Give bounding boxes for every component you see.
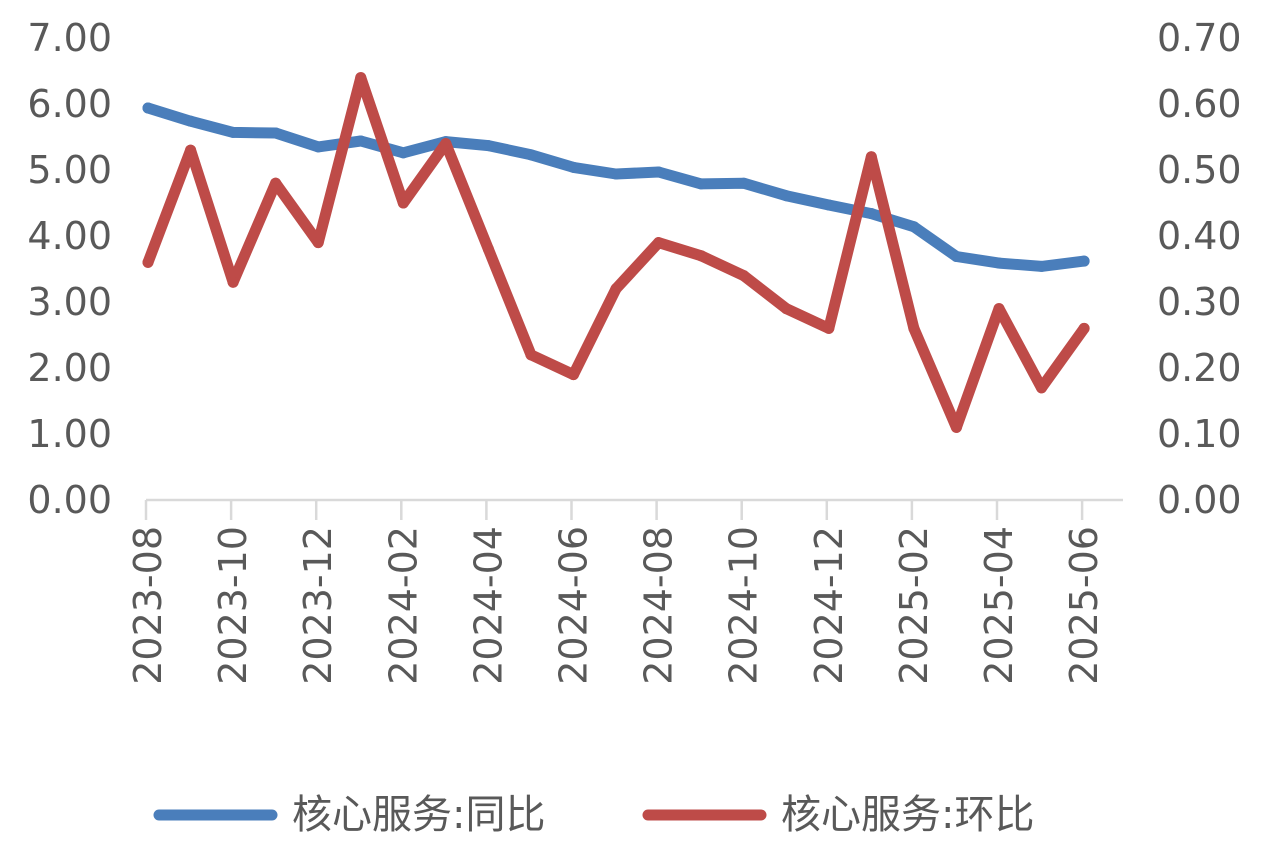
left-y-tick-label: 5.00 <box>27 148 112 192</box>
right-y-tick-label: 0.20 <box>1157 346 1242 390</box>
x-tick-label: 2023-08 <box>126 526 170 685</box>
data-point <box>653 237 665 249</box>
x-tick-label: 2024-04 <box>466 526 510 685</box>
x-tick-label: 2023-12 <box>296 526 340 685</box>
right-y-tick-label: 0.00 <box>1157 478 1242 522</box>
data-point <box>865 151 877 163</box>
data-point <box>1036 382 1048 394</box>
data-point <box>397 147 409 159</box>
left-y-tick-label: 1.00 <box>27 412 112 456</box>
x-tick-label: 2024-08 <box>637 526 681 685</box>
data-point <box>610 283 622 295</box>
data-point <box>227 276 239 288</box>
legend-label: 核心服务:环比 <box>781 792 1034 838</box>
data-point <box>185 115 197 127</box>
data-point <box>738 177 750 189</box>
left-y-tick-label: 3.00 <box>27 280 112 324</box>
left-y-tick-label: 4.00 <box>27 214 112 258</box>
data-point <box>865 208 877 220</box>
data-point <box>610 168 622 180</box>
data-point <box>823 322 835 334</box>
x-axis: 2023-08 2023-10 2023-12 2024-02 2024-04 2024-… <box>126 498 1123 685</box>
data-point <box>695 250 707 262</box>
data-point <box>312 237 324 249</box>
data-point <box>482 140 494 152</box>
right-y-tick-label: 0.30 <box>1157 280 1242 324</box>
data-point <box>738 270 750 282</box>
data-point <box>525 149 537 161</box>
data-point <box>142 102 154 114</box>
data-point <box>908 322 920 334</box>
right-y-tick-label: 0.40 <box>1157 214 1242 258</box>
data-point <box>270 127 282 139</box>
data-point <box>568 161 579 173</box>
data-point <box>950 250 962 262</box>
x-tick-label: 2024-02 <box>381 526 425 685</box>
data-point <box>270 177 282 189</box>
left-y-tick-label: 6.00 <box>27 82 112 126</box>
x-tick-label: 2025-04 <box>977 526 1021 685</box>
left-y-axis: 0.00 1.00 2.00 3.00 4.00 5.00 6.00 7.00 <box>27 16 112 522</box>
x-tick-label: 2025-06 <box>1062 526 1106 685</box>
data-point <box>525 349 537 361</box>
x-tick-label: 2024-06 <box>552 526 596 685</box>
right-y-axis: 0.00 0.10 0.20 0.30 0.40 0.50 0.60 0.70 <box>1157 16 1242 522</box>
data-point <box>227 126 239 138</box>
data-point <box>482 243 494 255</box>
data-point <box>312 141 324 153</box>
data-point <box>355 72 367 84</box>
legend-label: 核心服务:同比 <box>292 792 545 838</box>
right-y-tick-label: 0.50 <box>1157 148 1242 192</box>
data-point <box>185 144 197 156</box>
series-line-1 <box>142 102 1090 272</box>
data-point <box>440 138 452 150</box>
left-y-tick-label: 0.00 <box>27 478 112 522</box>
legend: 核心服务:同比 核心服务:环比 <box>153 792 1034 838</box>
x-tick-label: 2025-02 <box>892 526 936 685</box>
data-point <box>397 197 409 209</box>
data-point <box>695 178 707 190</box>
x-tick-label: 2023-10 <box>211 526 255 685</box>
data-point <box>908 221 920 233</box>
data-point <box>1078 255 1090 267</box>
right-y-tick-label: 0.60 <box>1157 82 1242 126</box>
data-point <box>993 303 1005 315</box>
data-point <box>142 256 154 268</box>
series-layer <box>142 72 1090 433</box>
data-point <box>653 166 665 178</box>
right-y-tick-label: 0.10 <box>1157 412 1242 456</box>
data-point <box>823 199 835 211</box>
left-y-tick-label: 2.00 <box>27 346 112 390</box>
data-point <box>780 303 792 315</box>
left-y-tick-label: 7.00 <box>27 16 112 60</box>
data-point <box>1036 260 1048 272</box>
data-point <box>355 135 367 147</box>
data-point <box>568 369 579 381</box>
data-point <box>993 257 1005 269</box>
x-tick-label: 2024-10 <box>722 526 766 685</box>
x-tick-label: 2024-12 <box>807 526 851 685</box>
data-point <box>950 421 962 433</box>
data-point <box>1078 322 1090 334</box>
data-point <box>780 190 792 202</box>
right-y-tick-label: 0.70 <box>1157 16 1242 60</box>
